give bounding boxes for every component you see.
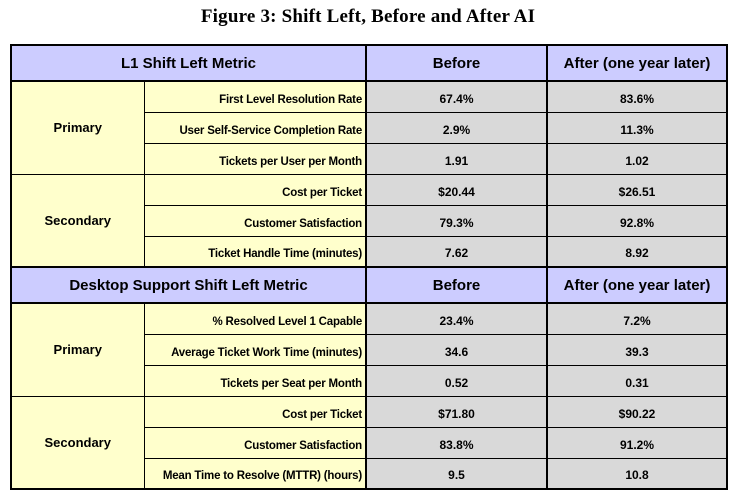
metric-name-cell: Average Ticket Work Time (minutes) (143, 333, 368, 366)
section-header-row: L1 Shift Left Metric Before After (one yea… (9, 44, 729, 82)
metric-name-cell: Cost per Ticket (143, 173, 368, 206)
metric-row: Ticket Handle Time (minutes) 7.62 8.92 (11, 235, 728, 268)
shift-left-table: L1 Shift Left Metric Before After (one yea… (9, 44, 729, 490)
metric-name-cell: % Resolved Level 1 Capable (143, 302, 368, 335)
shift-left-table-body: L1 Shift Left Metric Before After (one yea… (9, 44, 729, 490)
group-label-cell: Primary (10, 80, 145, 175)
before-value-cell: 79.3% (365, 204, 548, 237)
group-label-cell: Secondary (10, 395, 145, 490)
after-value-cell: 83.6% (546, 80, 728, 113)
after-value-cell: 92.8% (546, 204, 728, 237)
metric-row: User Self-Service Completion Rate 2.9% 11.… (11, 111, 728, 144)
metric-name-cell: Ticket Handle Time (minutes) (143, 235, 368, 268)
before-value-cell: 7.62 (365, 235, 548, 268)
after-value-cell: 7.2% (546, 302, 728, 335)
metric-row: Tickets per User per Month 1.91 1.02 (11, 142, 728, 175)
section-header-row: Desktop Support Shift Left Metric Before A… (9, 266, 729, 304)
metric-row: Customer Satisfaction 79.3% 92.8% (11, 204, 728, 237)
metric-name-cell: User Self-Service Completion Rate (143, 111, 368, 144)
after-value-cell: $90.22 (546, 395, 728, 428)
after-value-cell: 11.3% (546, 111, 728, 144)
before-value-cell: $20.44 (365, 173, 548, 206)
column-header-before: Before (365, 44, 549, 82)
before-value-cell: 23.4% (365, 302, 548, 335)
metric-name-cell: Tickets per User per Month (143, 142, 368, 175)
metric-row: Mean Time to Resolve (MTTR) (hours) 9.5 10… (11, 457, 728, 490)
before-value-cell: 9.5 (365, 457, 548, 490)
metric-name-cell: Tickets per Seat per Month (143, 364, 368, 397)
metric-row: Primary% Resolved Level 1 Capable 23.4% 7.… (10, 302, 728, 397)
section-header-title: Desktop Support Shift Left Metric (9, 266, 368, 304)
figure-title: Figure 3: Shift Left, Before and After A… (200, 6, 536, 27)
after-value-cell: 8.92 (546, 235, 728, 268)
column-header-before: Before (365, 266, 549, 304)
before-value-cell: 34.6 (365, 333, 548, 366)
before-value-cell: 83.8% (365, 426, 548, 459)
after-value-cell: 0.31 (546, 364, 728, 397)
before-value-cell: 1.91 (365, 142, 548, 175)
before-value-cell: 0.52 (365, 364, 548, 397)
metric-row: Primary First Level Resolution Rate 67.4% 8… (10, 80, 728, 175)
metric-row: Secondary Cost per Ticket $71.80 $90.22 (10, 395, 728, 490)
after-value-cell: 1.02 (546, 142, 728, 175)
column-header-after: After (one year later) (546, 44, 729, 82)
after-value-cell: 39.3 (546, 333, 728, 366)
before-value-cell: $71.80 (365, 395, 548, 428)
after-value-cell: 10.8 (546, 457, 728, 490)
column-header-after: After (one year later) (546, 266, 729, 304)
metric-row: Secondary Cost per Ticket $20.44 $26.51 (10, 173, 728, 268)
metric-name-cell: Cost per Ticket (143, 395, 368, 428)
group-label-cell: Secondary (10, 173, 145, 268)
group-label-cell: Primary (10, 302, 145, 397)
metric-row: Customer Satisfaction 83.8% 91.2% (11, 426, 728, 459)
section-header-title: L1 Shift Left Metric (9, 44, 368, 82)
after-value-cell: $26.51 (546, 173, 728, 206)
metric-name-cell: Customer Satisfaction (143, 204, 368, 237)
metric-name-cell: Customer Satisfaction (143, 426, 368, 459)
before-value-cell: 2.9% (365, 111, 548, 144)
after-value-cell: 91.2% (546, 426, 728, 459)
metric-name-cell: First Level Resolution Rate (143, 80, 368, 113)
before-value-cell: 67.4% (365, 80, 548, 113)
metric-row: Average Ticket Work Time (minutes) 34.6 39… (11, 333, 728, 366)
metric-name-cell: Mean Time to Resolve (MTTR) (hours) (143, 457, 368, 490)
